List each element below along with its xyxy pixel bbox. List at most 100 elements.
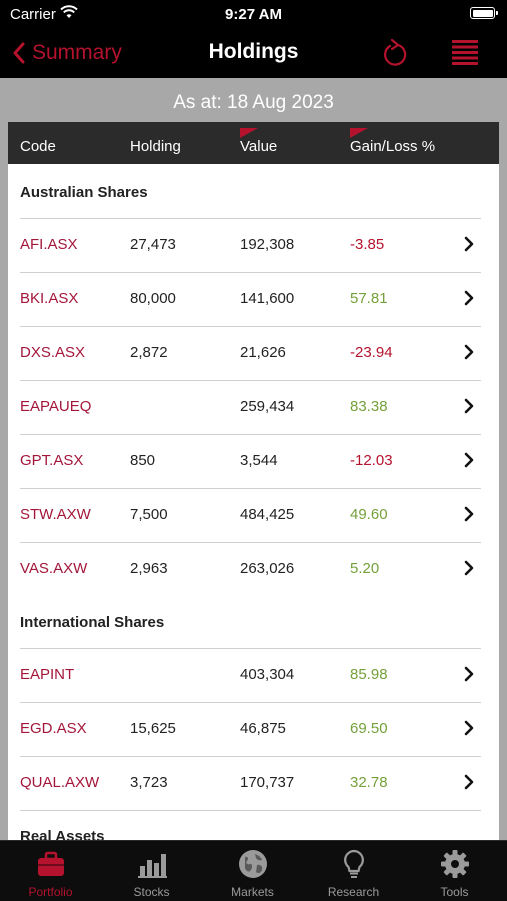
chevron-right-icon [464,666,474,682]
chevron-right-icon [464,774,474,790]
table-row[interactable]: EGD.ASX 15,625 46,875 69.50 [8,702,499,755]
row-code: QUAL.AXW [20,774,100,791]
row-gain-loss: 57.81 [350,290,388,307]
row-code: AFI.ASX [20,236,78,253]
clock: 9:27 AM [225,6,282,23]
back-button-label: Summary [32,41,122,64]
table-header: Code Holding Value Gain/Loss % [8,122,499,164]
chevron-right-icon [464,720,474,736]
row-code: STW.AXW [20,506,91,523]
lightbulb-icon [344,849,364,878]
table-row[interactable]: EAPAUEQ 259,434 83.38 [8,380,499,433]
row-holding: 3,723 [130,774,168,791]
chevron-right-icon [464,452,474,468]
tab-markets[interactable]: Markets [202,841,303,901]
row-holding: 850 [130,452,156,469]
holdings-content[interactable]: As at: 18 Aug 2023 Code Holding Value Ga… [0,78,507,840]
tab-stocks[interactable]: Stocks [101,841,202,901]
row-code: GPT.ASX [20,452,84,469]
chevron-right-icon [464,236,474,252]
row-value: 403,304 [240,666,295,683]
battery-icon [470,7,498,19]
section-header-real-assets: Real Assets [20,828,105,840]
row-gain-loss: 32.78 [350,774,388,791]
table-row[interactable]: STW.AXW 7,500 484,425 49.60 [8,488,499,541]
tab-portfolio[interactable]: Portfolio [0,841,101,901]
chevron-right-icon [464,398,474,414]
holdings-table: Australian Shares AFI.ASX 27,473 192,308… [8,164,499,840]
row-holding: 27,473 [130,236,176,253]
table-row[interactable]: GPT.ASX 850 3,544 -12.03 [8,434,499,487]
tab-tools[interactable]: Tools [404,841,505,901]
row-gain-loss: -23.94 [350,344,393,361]
row-holding: 2,872 [130,344,168,361]
wifi-icon [60,5,78,24]
row-holding: 7,500 [130,506,168,523]
refresh-button[interactable] [380,37,410,69]
chevron-right-icon [464,290,474,306]
back-button[interactable]: Summary [12,38,122,68]
row-holding: 80,000 [130,290,176,307]
table-row[interactable]: AFI.ASX 27,473 192,308 -3.85 [8,218,499,271]
tab-research[interactable]: Research [303,841,404,901]
globe-icon [239,850,267,878]
menu-button[interactable] [452,40,478,66]
table-row[interactable]: QUAL.AXW 3,723 170,737 32.78 [8,756,499,809]
row-holding: 2,963 [130,560,168,577]
column-header-value[interactable]: Value [240,138,278,155]
table-row-divider [8,810,499,840]
row-value: 259,434 [240,398,295,415]
sort-flag-icon [240,128,258,138]
column-header-holding[interactable]: Holding [130,138,181,155]
row-value: 21,626 [240,344,286,361]
row-value: 484,425 [240,506,295,523]
navigation-bar: Summary Holdings [0,28,507,78]
row-value: 3,544 [240,452,278,469]
section-header-australian-shares: Australian Shares [20,184,148,201]
tab-bar: Portfolio Stocks Markets Research [0,840,507,901]
column-header-code[interactable]: Code [20,138,56,155]
tab-label: Markets [231,885,274,899]
menu-icon [452,40,478,65]
row-code: EAPINT [20,666,75,683]
tab-label: Portfolio [28,885,73,899]
chevron-left-icon [13,42,25,64]
row-gain-loss: -12.03 [350,452,393,469]
row-gain-loss: -3.85 [350,236,385,253]
row-holding: 15,625 [130,720,176,737]
chevron-right-icon [464,560,474,576]
briefcase-icon [38,851,64,876]
row-gain-loss: 69.50 [350,720,388,737]
row-gain-loss: 5.20 [350,560,380,577]
tab-label: Tools [440,885,469,899]
carrier-label: Carrier [10,6,56,23]
table-row[interactable]: VAS.AXW 2,963 263,026 5.20 [8,542,499,595]
row-code: DXS.ASX [20,344,86,361]
row-value: 46,875 [240,720,286,737]
row-code: EGD.ASX [20,720,87,737]
table-row[interactable]: EAPINT 403,304 85.98 [8,648,499,701]
row-value: 192,308 [240,236,295,253]
as-at-date: As at: 18 Aug 2023 [173,92,334,113]
section-header-international-shares: International Shares [20,614,165,631]
table-row[interactable]: BKI.ASX 80,000 141,600 57.81 [8,272,499,325]
gear-icon [441,850,469,878]
chevron-right-icon [464,506,474,522]
row-gain-loss: 49.60 [350,506,388,523]
tab-label: Stocks [133,885,170,899]
table-row[interactable]: DXS.ASX 2,872 21,626 -23.94 [8,326,499,379]
row-code: VAS.AXW [20,560,88,577]
tab-label: Research [327,885,380,899]
bar-chart-icon [138,854,167,878]
row-code: EAPAUEQ [20,398,92,415]
row-value: 263,026 [240,560,295,577]
sort-flag-icon [350,128,368,138]
column-header-gain-loss[interactable]: Gain/Loss % [350,138,436,155]
row-value: 170,737 [240,774,295,791]
row-value: 141,600 [240,290,295,307]
refresh-icon [384,38,407,66]
row-gain-loss: 85.98 [350,666,388,683]
status-bar: Carrier 9:27 AM [0,0,507,28]
row-gain-loss: 83.38 [350,398,388,415]
row-code: BKI.ASX [20,290,79,307]
